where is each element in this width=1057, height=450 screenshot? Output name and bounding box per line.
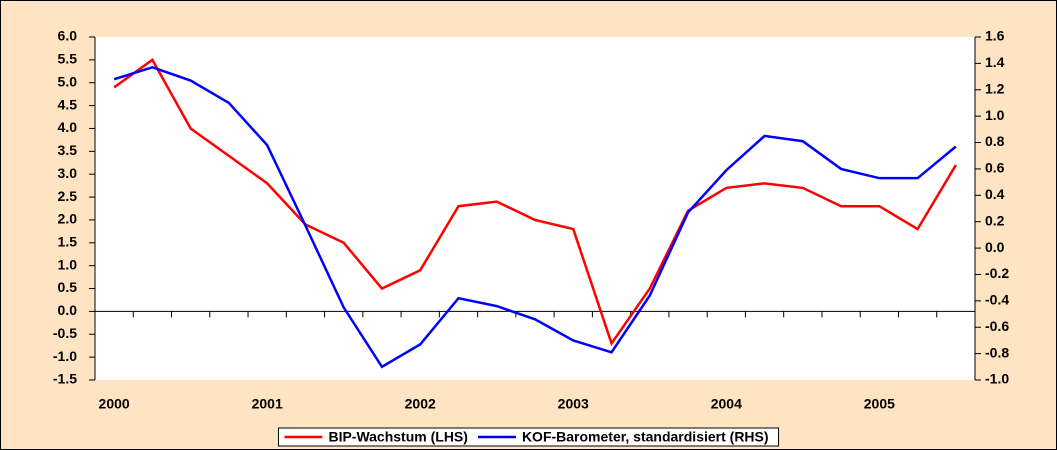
x-tick-label: 2001 bbox=[252, 396, 283, 412]
y-tick-label: 4.5 bbox=[58, 96, 78, 112]
legend-label: KOF-Barometer, standardisiert (RHS) bbox=[522, 429, 769, 445]
x-tick-label: 2003 bbox=[558, 396, 589, 412]
y2-tick-label: 1.2 bbox=[985, 80, 1005, 96]
y2-tick-label: 0.6 bbox=[985, 160, 1005, 176]
y2-tick-label: 0.8 bbox=[985, 133, 1005, 149]
y-tick-label: -1.5 bbox=[53, 371, 77, 387]
y-tick-label: -0.5 bbox=[53, 325, 77, 341]
line-series bbox=[113, 66, 957, 369]
legend-box bbox=[277, 427, 780, 447]
line-series bbox=[113, 58, 957, 347]
y-tick-label: 2.5 bbox=[58, 188, 78, 204]
y2-tick-label: 1.0 bbox=[985, 107, 1005, 123]
y-tick-label: 3.5 bbox=[58, 142, 78, 158]
y-tick-label: 3.0 bbox=[58, 165, 78, 181]
plot-area bbox=[95, 37, 975, 380]
y2-tick-label: -0.8 bbox=[985, 344, 1009, 360]
y2-tick-label: 1.4 bbox=[985, 54, 1005, 70]
y2-tick-label: 0.4 bbox=[985, 186, 1005, 202]
y-tick-label: 4.0 bbox=[58, 119, 78, 135]
x-tick-label: 2002 bbox=[405, 396, 436, 412]
y-tick-label: 0.0 bbox=[58, 302, 78, 318]
y-tick-label: -1.0 bbox=[53, 348, 77, 364]
y-tick-label: 0.5 bbox=[58, 279, 78, 295]
y-tick-label: 1.5 bbox=[58, 234, 78, 250]
y2-tick-label: -0.2 bbox=[985, 265, 1009, 281]
y2-tick-label: 1.6 bbox=[985, 28, 1005, 44]
legend-label: BIP-Wachstum (LHS) bbox=[328, 429, 467, 445]
x-tick-label: 2000 bbox=[99, 396, 130, 412]
y2-tick-label: -0.6 bbox=[985, 318, 1009, 334]
x-tick-label: 2004 bbox=[711, 396, 742, 412]
y-tick-label: 1.0 bbox=[58, 256, 78, 272]
y2-tick-label: 0.2 bbox=[985, 212, 1005, 228]
x-tick-label: 2005 bbox=[864, 396, 895, 412]
y-tick-label: 2.0 bbox=[58, 211, 78, 227]
y-tick-label: 6.0 bbox=[58, 28, 78, 44]
y-tick-label: 5.5 bbox=[58, 51, 78, 67]
y2-tick-label: 0.0 bbox=[985, 239, 1005, 255]
y2-tick-label: -1.0 bbox=[985, 371, 1009, 387]
y-tick-label: 5.0 bbox=[58, 73, 78, 89]
y2-tick-label: -0.4 bbox=[985, 292, 1009, 308]
